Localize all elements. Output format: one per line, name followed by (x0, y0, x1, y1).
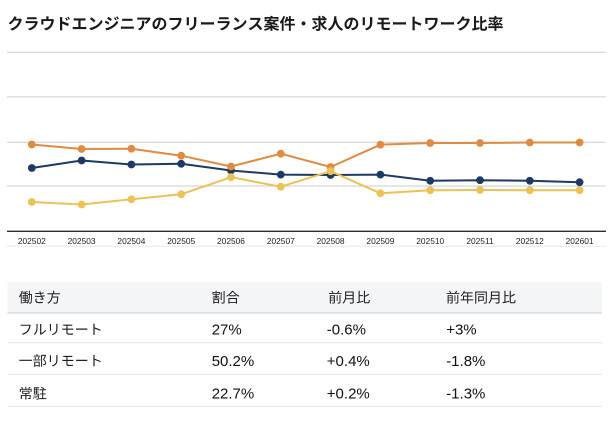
svg-text:202506: 202506 (217, 236, 245, 246)
svg-text:27%: 27% (212, 322, 242, 339)
svg-text:+0.2%: +0.2% (327, 386, 370, 403)
svg-text:-0.6%: -0.6% (327, 322, 366, 339)
svg-text:-1.3%: -1.3% (446, 386, 485, 403)
svg-text:202505: 202505 (167, 236, 195, 246)
svg-text:202502: 202502 (18, 236, 46, 246)
svg-text:22.7%: 22.7% (212, 386, 255, 403)
svg-text:202511: 202511 (466, 236, 494, 246)
svg-text:202503: 202503 (68, 236, 96, 246)
svg-text:202510: 202510 (416, 236, 444, 246)
svg-text:202508: 202508 (317, 236, 345, 246)
svg-text:-1.8%: -1.8% (446, 353, 485, 370)
svg-text:+0.4%: +0.4% (327, 353, 370, 370)
svg-text:202507: 202507 (267, 236, 295, 246)
svg-text:202504: 202504 (117, 236, 145, 246)
svg-text:202509: 202509 (366, 236, 394, 246)
svg-text:202512: 202512 (516, 236, 544, 246)
svg-text:50.2%: 50.2% (212, 353, 255, 370)
svg-text:+3%: +3% (446, 322, 476, 339)
svg-text:202601: 202601 (566, 236, 594, 246)
